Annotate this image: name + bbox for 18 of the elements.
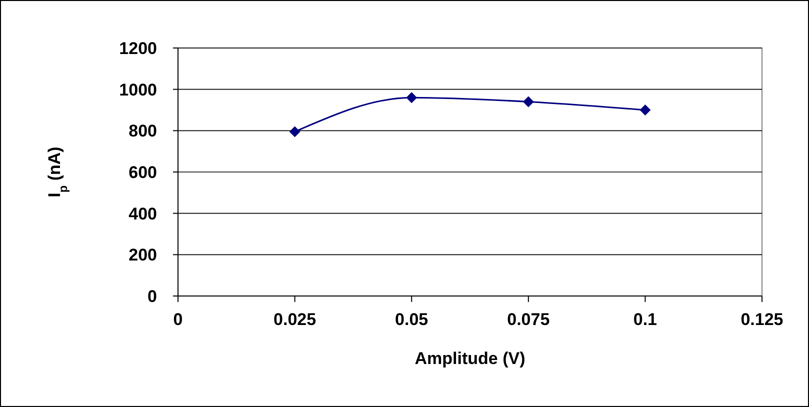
point — [289, 126, 300, 138]
y-tick-label: 800 — [128, 122, 157, 141]
y-tick-label: 600 — [128, 162, 157, 182]
y-tick-label: 1000 — [119, 80, 157, 100]
y-tick-label: 400 — [128, 204, 157, 224]
y-tick-label: 1200 — [119, 38, 157, 58]
x-tick-label: 0.075 — [507, 310, 550, 329]
x-tick-label: 0.125 — [740, 310, 784, 329]
y-tick-label: 0 — [148, 286, 157, 306]
x-axis-title: Amplitude (V) — [414, 349, 526, 368]
x-tick-label: 0 — [173, 310, 183, 329]
point — [522, 96, 534, 108]
point — [640, 104, 651, 116]
x-tick-label: 0.05 — [395, 310, 428, 329]
point — [406, 92, 418, 104]
y-tick-label: 200 — [128, 246, 157, 265]
x-tick-label: 0.025 — [274, 310, 316, 329]
x-tick-label: 0.1 — [633, 310, 658, 329]
